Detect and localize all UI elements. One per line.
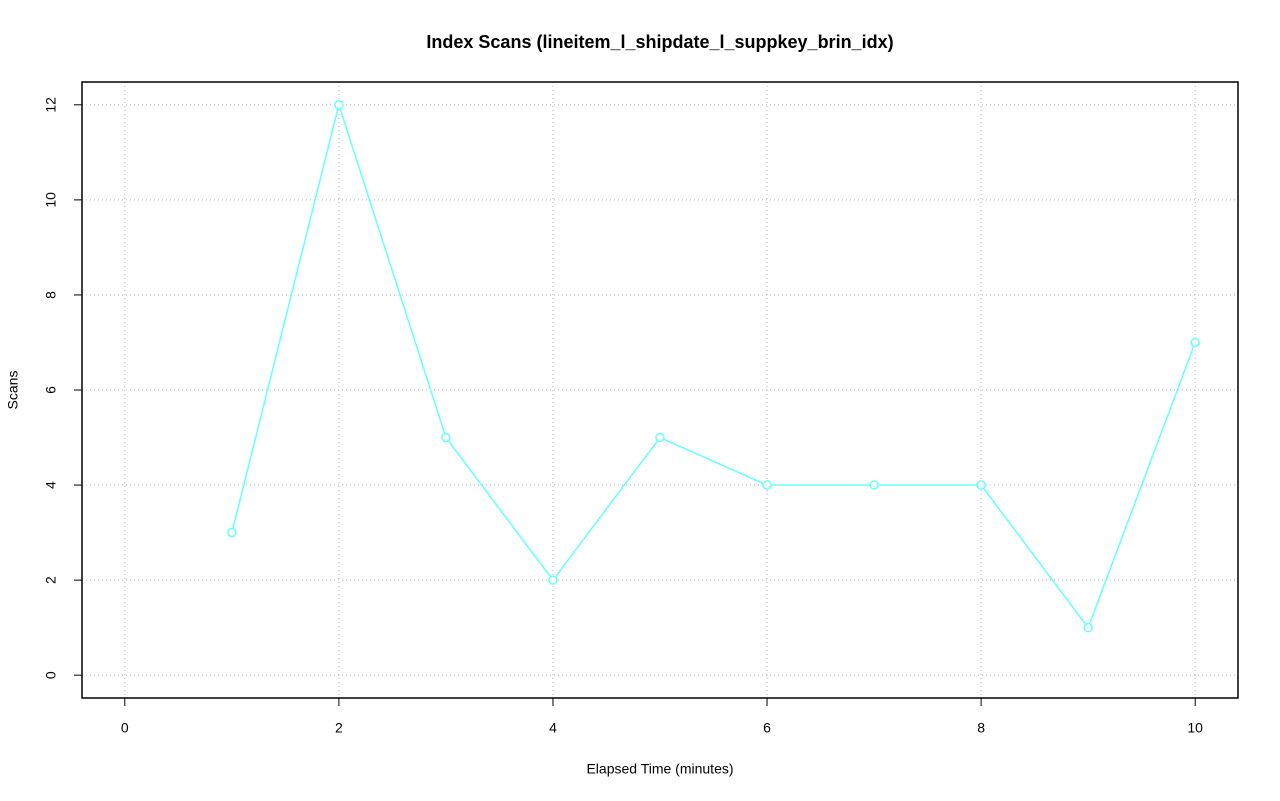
data-point	[869, 480, 879, 490]
data-line	[231, 102, 1196, 630]
y-tick-label: 6	[43, 386, 59, 394]
y-tick-label: 4	[43, 481, 59, 489]
data-point	[334, 100, 344, 110]
data-point	[1083, 622, 1093, 633]
data-point	[762, 480, 772, 490]
x-tick-label: 0	[121, 720, 129, 736]
x-tick-label: 2	[335, 720, 343, 736]
data-point	[1190, 337, 1200, 348]
y-tick-label: 2	[43, 576, 59, 584]
data-point	[441, 432, 451, 443]
y-tick-label: 0	[43, 671, 59, 679]
y-tick-label: 10	[43, 192, 59, 208]
x-tick-label: 8	[977, 720, 985, 736]
chart-title: Index Scans (lineitem_l_shipdate_l_suppk…	[426, 32, 893, 52]
plot-frame	[81, 81, 1239, 699]
y-tick-label: 12	[43, 97, 59, 113]
data-point	[655, 432, 665, 443]
x-axis-label: Elapsed Time (minutes)	[586, 761, 733, 777]
x-tick-label: 4	[549, 720, 557, 736]
data-point	[227, 527, 237, 538]
x-tick-label: 10	[1187, 720, 1203, 736]
y-axis-label: Scans	[5, 371, 21, 410]
data-point	[548, 575, 558, 585]
x-tick-label: 6	[763, 720, 771, 736]
data-point	[976, 480, 986, 490]
y-tick-label: 8	[43, 291, 59, 299]
